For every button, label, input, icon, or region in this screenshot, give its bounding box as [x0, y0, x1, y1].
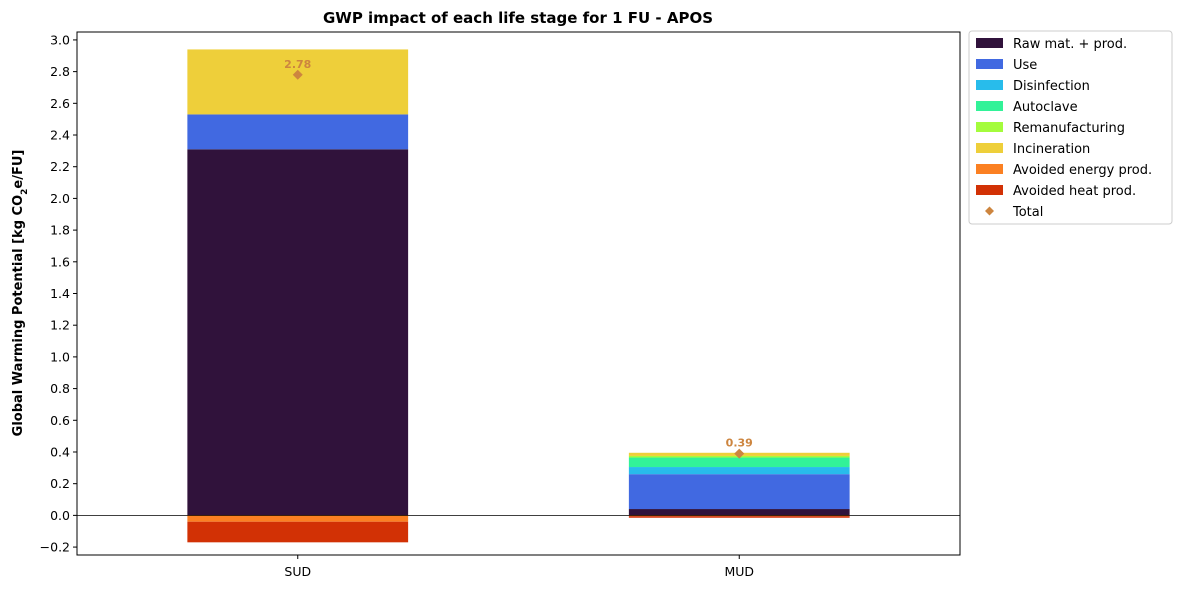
bar-mud-raw-mat-prod: [628, 509, 850, 516]
legend-label: Remanufacturing: [1013, 121, 1125, 136]
bar-sud-incineration: [187, 49, 409, 115]
bar-sud-avoided-heat-prod: [187, 521, 409, 543]
y-axis: −0.2 0.0 0.2 0.4 0.6 0.8 1.0 1.2 1.4 1.6 1.8 2.0 2.2…: [40, 32, 77, 555]
bars-layer: [77, 49, 960, 543]
legend: Raw mat. + prod. Use Disinfection Autoclave…: [968, 30, 1173, 225]
y-axis-label-sub: 2: [20, 189, 30, 195]
legend-label-total: Total: [1012, 205, 1043, 220]
y-tick-label: 3.0: [50, 32, 70, 47]
total-label-mud: 0.39: [726, 437, 753, 450]
y-tick-label: 1.8: [50, 223, 70, 238]
legend-total-marker: [985, 206, 994, 216]
x-tick-label-mud: MUD: [724, 564, 754, 579]
total-marker-sud: [292, 69, 303, 80]
y-axis-label: Global Warming Potential [kg CO2e/FU]: [11, 150, 30, 437]
plot-frame: [76, 31, 961, 556]
y-tick-label: 0.4: [50, 444, 70, 459]
legend-label: Use: [1013, 58, 1037, 73]
bar-sud-avoided-energy-prod: [187, 515, 409, 522]
bar-mud-use: [628, 474, 850, 510]
total-marker-mud: [734, 448, 745, 459]
y-tick-label: 1.0: [50, 349, 70, 364]
legend-label: Raw mat. + prod.: [1013, 37, 1127, 52]
legend-label: Autoclave: [1013, 100, 1078, 115]
y-tick-label: 2.8: [50, 64, 70, 79]
y-tick-label: 0.8: [50, 381, 70, 396]
y-tick-label: 2.6: [50, 96, 70, 111]
bar-sud-use: [187, 114, 409, 150]
legend-frame: [968, 30, 1173, 225]
chart-title: GWP impact of each life stage for 1 FU -…: [323, 9, 713, 27]
y-tick-label: 1.6: [50, 254, 70, 269]
y-tick-label: 1.4: [50, 286, 70, 301]
legend-swatch: [976, 80, 1003, 90]
bar-sud-raw-mat-prod: [187, 149, 409, 516]
y-tick-label: 1.2: [50, 318, 70, 333]
y-tick-label: 0.2: [50, 476, 70, 491]
y-tick-label: −0.2: [40, 540, 70, 555]
legend-swatch: [976, 59, 1003, 69]
y-axis-label-prefix: Global Warming Potential [kg CO: [11, 195, 26, 436]
y-tick-label: 2.0: [50, 191, 70, 206]
legend-label: Avoided heat prod.: [1013, 184, 1136, 199]
legend-label: Incineration: [1013, 142, 1090, 157]
legend-swatch: [976, 185, 1003, 195]
bar-mud-disinfection: [628, 467, 850, 475]
y-axis-label-suffix: e/FU]: [11, 150, 26, 189]
bar-mud-avoided-heat-prod: [628, 516, 850, 518]
y-tick-label: 2.4: [50, 128, 70, 143]
legend-swatch: [976, 101, 1003, 111]
legend-swatch: [976, 143, 1003, 153]
legend-swatch: [976, 38, 1003, 48]
bar-mud-autoclave: [628, 457, 850, 468]
legend-swatch: [976, 122, 1003, 132]
y-tick-label: 2.2: [50, 159, 70, 174]
totals-layer: 2.78 0.39: [284, 58, 753, 459]
y-tick-label: 0.6: [50, 413, 70, 428]
total-label-sud: 2.78: [284, 58, 311, 71]
legend-swatch: [976, 164, 1003, 174]
y-tick-label: 0.0: [50, 508, 70, 523]
legend-label: Disinfection: [1013, 79, 1090, 94]
x-axis: SUD MUD: [284, 555, 754, 579]
legend-label: Avoided energy prod.: [1013, 163, 1152, 178]
x-tick-label-sud: SUD: [284, 564, 311, 579]
